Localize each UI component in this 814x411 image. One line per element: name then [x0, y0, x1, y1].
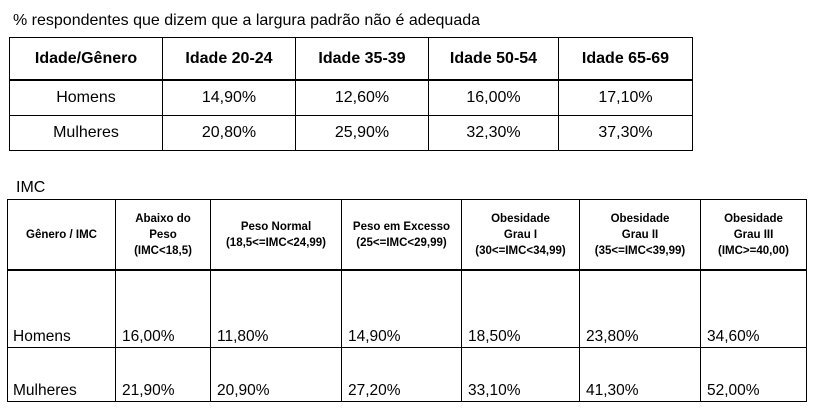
table-row: Homens 14,90% 12,60% 16,00% 17,10% — [9, 79, 693, 116]
header-line: Obesidade — [491, 212, 550, 225]
table2-caption: IMC — [16, 179, 46, 196]
row-label: Mulheres — [7, 347, 116, 402]
header-line: Grau II — [621, 228, 659, 241]
header-line: Abaixo do — [135, 212, 191, 225]
header-line: Grau I — [503, 228, 538, 241]
header-cell: Obesidade Grau II (35<=IMC<39,99) — [579, 199, 701, 271]
table-cell: 12,60% — [295, 79, 429, 116]
table-cell: 14,90% — [162, 79, 296, 116]
header-cell: Idade 50-54 — [428, 37, 559, 81]
table-cell: 20,90% — [210, 347, 342, 402]
table-cell: 37,30% — [558, 115, 693, 151]
row-label: Homens — [9, 79, 163, 116]
table-cell: 17,10% — [558, 79, 693, 116]
header-line: (IMC>=40,00) — [718, 244, 789, 257]
table-cell: 33,10% — [461, 347, 580, 402]
header-line: Obesidade — [610, 212, 670, 225]
header-cell: Idade/Gênero — [9, 37, 163, 81]
table-cell: 34,60% — [700, 269, 807, 348]
header-line: (25<=IMC<29,99) — [356, 236, 447, 249]
imc-table: Gênero / IMC Abaixo do Peso (IMC<18,5) P… — [7, 199, 807, 402]
header-line: (IMC<18,5) — [134, 244, 192, 257]
header-cell: Gênero / IMC — [7, 199, 116, 271]
table-cell: 21,90% — [115, 347, 211, 402]
table-cell: 14,90% — [341, 269, 462, 348]
header-line: Grau III — [733, 228, 774, 241]
header-line: Gênero / IMC — [26, 228, 97, 241]
age-width-table: Idade/Gênero Idade 20-24 Idade 35-39 Ida… — [9, 37, 693, 151]
header-line: (30<=IMC<34,99) — [475, 244, 566, 257]
table-row: Homens 16,00% 11,80% 14,90% 18,50% 23,80… — [7, 269, 807, 348]
header-line: (35<=IMC<39,99) — [594, 244, 686, 257]
header-cell: Obesidade Grau I (30<=IMC<34,99) — [461, 199, 580, 271]
table-cell: 41,30% — [579, 347, 701, 402]
header-cell: Peso Normal (18,5<=IMC<24,99) — [210, 199, 342, 271]
table1-caption: % respondentes que dizem que a largura p… — [13, 12, 481, 29]
header-cell: Peso em Excesso (25<=IMC<29,99) — [341, 199, 462, 271]
row-label: Homens — [7, 269, 116, 348]
table-cell: 23,80% — [579, 269, 701, 348]
header-cell: Abaixo do Peso (IMC<18,5) — [115, 199, 211, 271]
row-label: Mulheres — [9, 115, 163, 151]
header-line: (18,5<=IMC<24,99) — [225, 236, 327, 249]
table-cell: 52,00% — [700, 347, 807, 402]
header-cell: Idade 65-69 — [558, 37, 693, 81]
table-cell: 32,30% — [428, 115, 559, 151]
table-cell: 16,00% — [428, 79, 559, 116]
table-cell: 27,20% — [341, 347, 462, 402]
header-cell: Idade 35-39 — [295, 37, 429, 81]
header-line: Peso Normal — [240, 220, 312, 233]
table-cell: 25,90% — [295, 115, 429, 151]
table-header-row: Idade/Gênero Idade 20-24 Idade 35-39 Ida… — [9, 37, 693, 81]
header-cell: Obesidade Grau III (IMC>=40,00) — [700, 199, 807, 271]
table-row: Mulheres 20,80% 25,90% 32,30% 37,30% — [9, 115, 693, 151]
table-cell: 11,80% — [210, 269, 342, 348]
table-header-row: Gênero / IMC Abaixo do Peso (IMC<18,5) P… — [7, 199, 807, 271]
table-row: Mulheres 21,90% 20,90% 27,20% 33,10% 41,… — [7, 347, 807, 402]
header-cell: Idade 20-24 — [162, 37, 296, 81]
header-line: Peso em Excesso — [352, 220, 451, 233]
header-line: Obesidade — [724, 212, 783, 225]
table-cell: 16,00% — [115, 269, 211, 348]
header-line: Peso — [149, 228, 177, 241]
table-cell: 20,80% — [162, 115, 296, 151]
table-cell: 18,50% — [461, 269, 580, 348]
